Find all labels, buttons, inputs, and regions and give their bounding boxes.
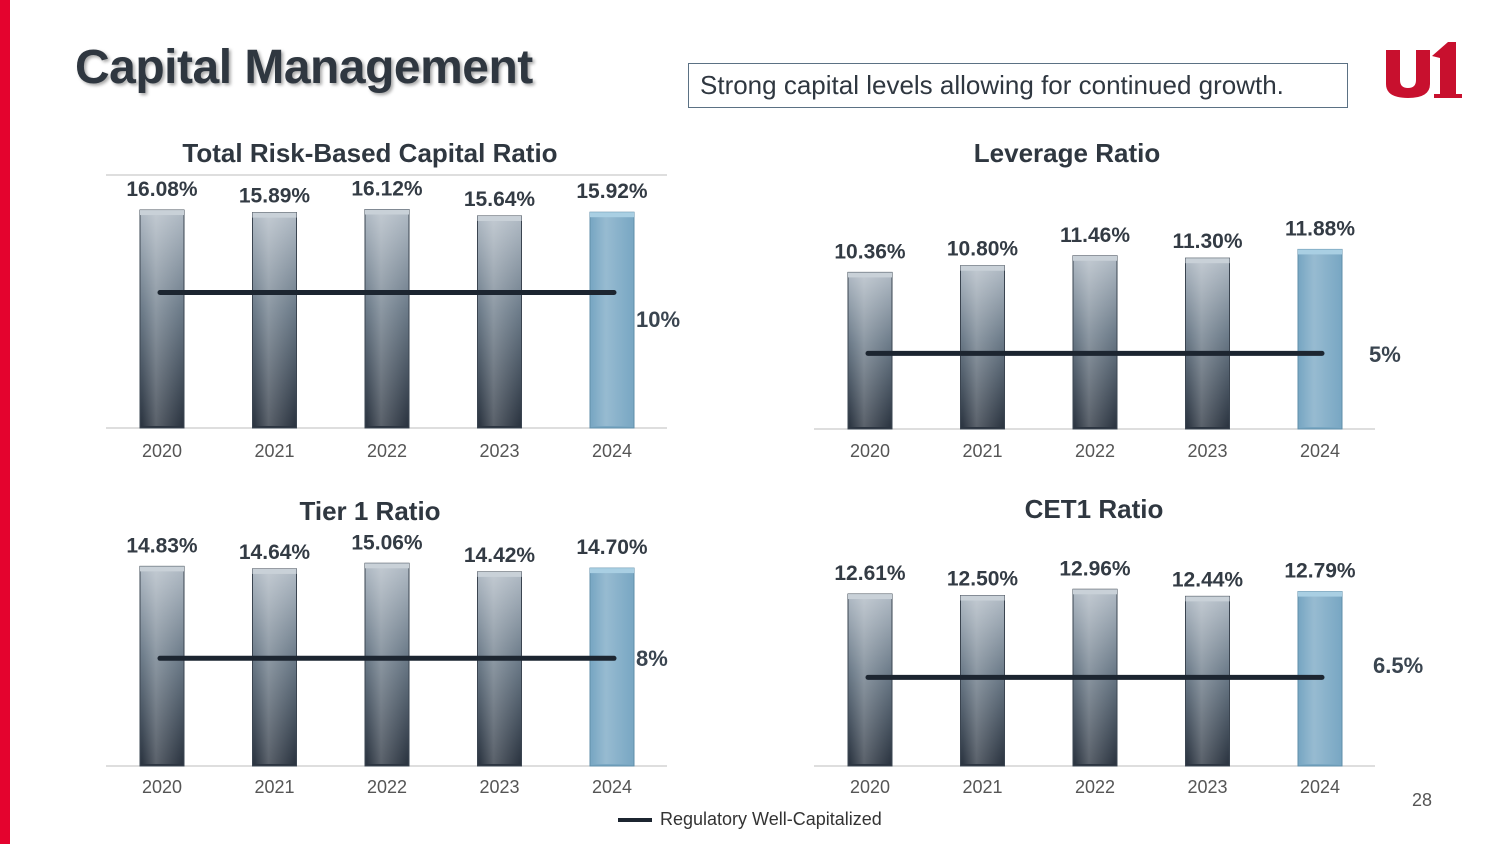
bar-sheen [367, 211, 407, 426]
x-tick-label: 2021 [254, 777, 294, 797]
bar-cap [848, 594, 892, 600]
bar-sheen [142, 212, 182, 426]
bar-sheen [850, 274, 890, 427]
x-tick-label: 2021 [254, 441, 294, 461]
bar-cap [1185, 258, 1230, 264]
data-label: 12.79% [1284, 560, 1356, 583]
bar-cap [365, 563, 409, 569]
x-tick-label: 2020 [850, 777, 890, 797]
x-tick-label: 2024 [1300, 777, 1340, 797]
chart-title: Leverage Ratio [974, 138, 1160, 168]
legend-label: Regulatory Well-Capitalized [660, 809, 882, 829]
data-label: 15.06% [351, 531, 423, 554]
chart-title: Tier 1 Ratio [299, 496, 440, 526]
bar-sheen [254, 570, 295, 764]
data-label: 11.88% [1285, 217, 1355, 240]
chart-title: CET1 Ratio [1025, 494, 1164, 524]
bar-sheen [479, 573, 520, 764]
company-logo [1386, 42, 1462, 98]
chart-cet1-ratio: CET1 Ratio 12.61% 2020 12.50% 2021 12.96% 202… [814, 494, 1423, 797]
bar-cap [477, 571, 522, 577]
data-label: 10.80% [947, 238, 1019, 261]
data-label: 12.96% [1059, 557, 1131, 580]
legend: Regulatory Well-Capitalized [618, 809, 882, 833]
bar-cap [252, 568, 297, 574]
x-tick-label: 2023 [1187, 441, 1227, 461]
x-tick-label: 2022 [367, 777, 407, 797]
bar-cap [960, 595, 1005, 601]
page-number: 28 [1412, 790, 1433, 810]
accent-bar [0, 0, 10, 844]
data-label: 16.12% [351, 178, 423, 201]
data-label: 15.92% [576, 180, 648, 203]
x-tick-label: 2020 [850, 441, 890, 461]
bar-sheen [1300, 251, 1340, 427]
data-label: 15.64% [464, 188, 536, 211]
data-label: 11.30% [1172, 230, 1242, 253]
chart-title: Total Risk-Based Capital Ratio [182, 138, 557, 168]
x-tick-label: 2022 [1075, 777, 1115, 797]
x-tick-label: 2022 [1075, 441, 1115, 461]
bar-cap [848, 272, 892, 278]
regulatory-label: 5% [1369, 342, 1401, 367]
data-label: 16.08% [126, 178, 198, 201]
data-label: 14.83% [126, 534, 198, 557]
data-label: 14.42% [464, 544, 536, 567]
bar-cap [590, 568, 634, 574]
bar-sheen [962, 597, 1003, 764]
data-label: 12.50% [947, 568, 1019, 591]
data-label: 11.46% [1060, 224, 1130, 247]
x-tick-label: 2022 [367, 441, 407, 461]
bar-sheen [592, 570, 632, 764]
bar-sheen [479, 218, 520, 426]
data-label: 14.64% [239, 541, 311, 564]
x-tick-label: 2020 [142, 777, 182, 797]
bar-cap [960, 265, 1005, 271]
bar-sheen [1187, 598, 1228, 764]
data-label: 10.36% [834, 240, 906, 263]
legend-line-swatch [618, 817, 652, 822]
bar-sheen [592, 214, 632, 426]
data-label: 12.61% [834, 562, 906, 585]
bar-cap [590, 212, 634, 218]
bar-sheen [1187, 260, 1228, 427]
regulatory-label: 6.5% [1373, 653, 1423, 678]
chart-tier-1-ratio: Tier 1 Ratio 14.83% 2020 14.64% 2021 15.06% 2… [106, 496, 668, 797]
bar-sheen [1075, 257, 1115, 427]
tagline-box: Strong capital levels allowing for conti… [688, 63, 1348, 108]
bar-cap [1073, 255, 1117, 261]
bar-cap [140, 566, 184, 572]
x-tick-label: 2024 [592, 777, 632, 797]
bar-cap [140, 210, 184, 216]
bar-cap [252, 212, 297, 218]
bar-cap [365, 209, 409, 215]
page-title: Capital Management [75, 41, 533, 94]
x-tick-label: 2024 [592, 441, 632, 461]
bar-sheen [254, 214, 295, 426]
bar-sheen [367, 565, 407, 764]
data-label: 15.89% [239, 185, 311, 208]
bar-sheen [850, 596, 890, 764]
x-tick-label: 2023 [479, 441, 519, 461]
x-tick-label: 2023 [479, 777, 519, 797]
x-tick-label: 2021 [962, 441, 1002, 461]
data-label: 14.70% [576, 536, 648, 559]
x-tick-label: 2024 [1300, 441, 1340, 461]
x-tick-label: 2020 [142, 441, 182, 461]
bar-sheen [962, 267, 1003, 427]
bar-cap [1185, 596, 1230, 602]
bar-sheen [142, 568, 182, 764]
bar-cap [1298, 591, 1342, 597]
bar-cap [1073, 589, 1117, 595]
regulatory-label: 8% [636, 646, 668, 671]
bar-cap [1298, 249, 1342, 255]
bar-cap [477, 216, 522, 222]
data-label: 12.44% [1172, 568, 1244, 591]
chart-leverage-ratio: Leverage Ratio 10.36% 2020 10.80% 2021 11.46… [814, 138, 1401, 461]
x-tick-label: 2021 [962, 777, 1002, 797]
x-tick-label: 2023 [1187, 777, 1227, 797]
chart-total-risk-based-capital-ratio: Total Risk-Based Capital Ratio 16.08% 202… [106, 138, 680, 461]
regulatory-label: 10% [636, 307, 680, 332]
